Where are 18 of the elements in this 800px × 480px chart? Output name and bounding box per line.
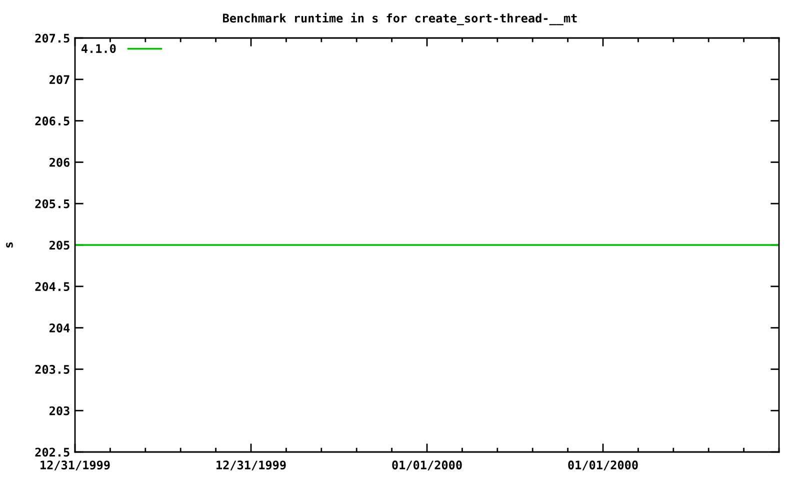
y-tick-label: 207: [49, 75, 70, 84]
legend-label: 4.1.0: [81, 44, 116, 54]
chart-title: Benchmark runtime in s for create_sort-thread-__mt: [223, 12, 577, 26]
y-tick-label: 204: [49, 324, 70, 332]
y-tick-label: 203: [49, 406, 70, 416]
x-tick-label: 12/31/1999: [216, 460, 286, 470]
y-axis-title: s: [6, 242, 13, 248]
y-tick-label: 205: [49, 240, 70, 250]
y-tick-label: 207.5: [35, 34, 70, 43]
x-tick-label: 01/01/2000: [392, 460, 462, 470]
x-tick-label: 01/01/2000: [568, 460, 638, 470]
y-tick-label: 204.5: [35, 282, 70, 292]
y-tick-label: 202.5: [35, 448, 70, 457]
x-tick-label: 12/31/1999: [40, 460, 110, 470]
y-tick-label: 206: [49, 158, 70, 167]
y-tick-label: 203.5: [35, 364, 70, 374]
y-tick-label: 205.5: [35, 199, 70, 208]
y-tick-label: 206.5: [35, 116, 70, 126]
